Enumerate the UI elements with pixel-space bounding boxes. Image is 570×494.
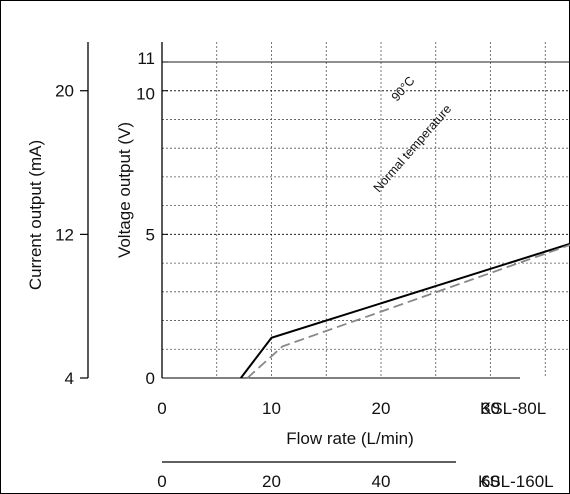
x160-tick-label: 40: [372, 472, 391, 491]
voltage-tick-label: 5: [146, 225, 155, 244]
grid: [162, 42, 570, 378]
x-axis-title: Flow rate (L/min): [286, 429, 414, 448]
current-tick-label: 12: [55, 225, 74, 244]
x-tick-label: 30: [481, 399, 500, 418]
x-tick-label: 10: [262, 399, 281, 418]
current-tick-label: 4: [65, 369, 74, 388]
voltage-tick-label: 10: [136, 85, 155, 104]
x160-tick-label: 60: [481, 472, 500, 491]
series-line-1: [246, 243, 570, 379]
current-tick-label: 20: [55, 82, 74, 101]
voltage-tick-label: 11: [137, 49, 155, 68]
series-line-0: [240, 242, 570, 379]
x-tick-label: 0: [157, 399, 166, 418]
y-axis-title-current: Current output (mA): [26, 140, 45, 290]
axes: [87, 42, 520, 463]
series-layer: [240, 242, 570, 379]
x-tick-label: 20: [372, 399, 391, 418]
voltage-tick-label: 0: [146, 369, 155, 388]
model-label-80l: KSL-80L: [480, 399, 546, 418]
x160-tick-label: 0: [157, 472, 166, 491]
tick-labels: 0102030405060708005101141220020406080100…: [55, 49, 500, 491]
series-label-90c: 90°C: [389, 74, 418, 104]
model-label-160l: KSL-160L: [478, 472, 554, 491]
y-axis-title-voltage: Voltage output (V): [115, 122, 134, 258]
x160-tick-label: 20: [262, 472, 281, 491]
